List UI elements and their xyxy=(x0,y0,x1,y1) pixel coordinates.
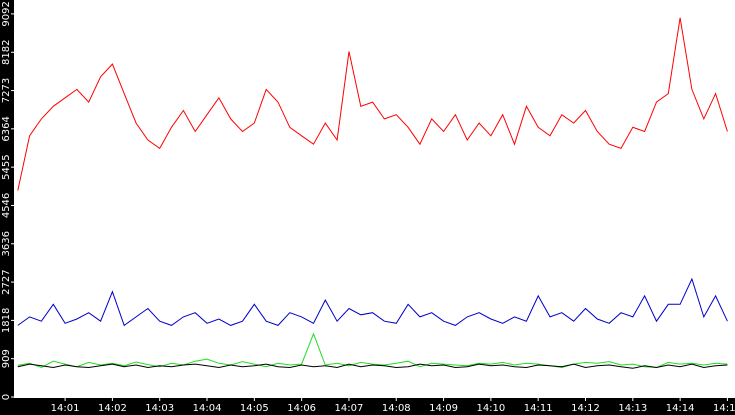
x-tick-label: 14:06 xyxy=(287,403,316,414)
y-tick-label: 7273 xyxy=(1,78,12,103)
y-tick-label: 5455 xyxy=(1,154,12,179)
x-tick-label: 14:07 xyxy=(335,403,364,414)
series-line xyxy=(17,277,728,327)
y-tick-label: 1818 xyxy=(1,308,12,333)
x-tick-label: 14:08 xyxy=(382,403,411,414)
y-tick-label: 6364 xyxy=(1,116,12,141)
x-tick-label: 14:09 xyxy=(429,403,458,414)
x-tick-label: 14:02 xyxy=(98,403,127,414)
y-tick-label: 2727 xyxy=(1,269,12,294)
x-tick-label: 14:03 xyxy=(145,403,174,414)
y-tick-label: 9092 xyxy=(1,1,12,26)
x-tick-label: 14:14 xyxy=(666,403,695,414)
series-line xyxy=(17,332,728,369)
x-tick-label: 14:11 xyxy=(524,403,553,414)
x-tick-label: 14:12 xyxy=(571,403,600,414)
series-line xyxy=(17,363,728,369)
y-tick-label: 0 xyxy=(1,394,12,400)
y-tick-label: 3636 xyxy=(1,231,12,256)
x-tick-label: 14:04 xyxy=(193,403,222,414)
x-tick-label: 14:10 xyxy=(476,403,505,414)
y-tick-label: 909 xyxy=(1,349,12,368)
x-tick-label: 14:13 xyxy=(618,403,647,414)
x-tick-label: 14:15 xyxy=(713,403,735,414)
x-tick-label: 14:05 xyxy=(240,403,269,414)
y-tick-label: 4546 xyxy=(1,193,12,218)
series-line xyxy=(17,17,728,191)
x-axis-strip xyxy=(0,398,735,415)
y-tick-label: 8182 xyxy=(1,40,12,65)
x-tick-label: 14:01 xyxy=(51,403,80,414)
y-axis-strip xyxy=(0,0,14,415)
